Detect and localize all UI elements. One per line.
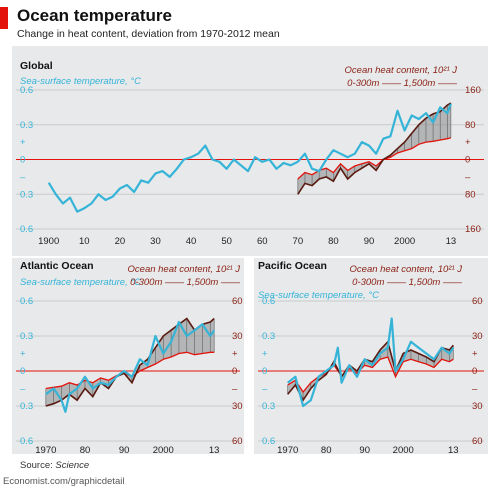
global-x-tick-label: 60 (257, 236, 268, 247)
site-credit: Economist.com/graphicdetail (3, 476, 125, 487)
pacific-ocean-right-tick-label: 60 (472, 436, 483, 447)
atlantic-ocean-sst-label: Sea-surface temperature, °C (20, 277, 141, 288)
global-right-tick-label: 0 (465, 155, 470, 166)
pacific-ocean-x-tick-label: 90 (359, 445, 370, 456)
pacific-ocean-right-tick-label: + (472, 349, 478, 360)
pacific-ocean-left-tick-label: 0.6 (262, 296, 275, 307)
atlantic-ocean-left-tick-label: 0.3 (20, 331, 33, 342)
global-ohc-band (297, 103, 451, 195)
global-x-tick-label: 30 (150, 236, 161, 247)
pacific-ocean-left-tick-label: 0.6 (262, 436, 275, 447)
pacific-ocean-x-tick-label: 13 (448, 445, 459, 456)
atlantic-ocean-right-tick-label: – (232, 384, 238, 395)
global-left-tick-label: 0.6 (20, 224, 33, 235)
pacific-ocean-right-tick-label: 30 (472, 331, 483, 342)
pacific-ocean-x-tick-label: 80 (321, 445, 332, 456)
global-x-tick-label: 40 (186, 236, 197, 247)
global-ohc-label: Ocean heat content, 10²¹ J (345, 65, 458, 76)
atlantic-ocean-right-tick-label: 0 (232, 366, 237, 377)
global-x-tick-label: 13 (446, 236, 457, 247)
pacific-ocean-right-tick-label: 30 (472, 401, 483, 412)
atlantic-ocean-left-tick-label: – (20, 384, 26, 395)
atlantic-ocean-left-tick-label: 0 (20, 366, 25, 377)
atlantic-ocean-panel-title: Atlantic Ocean (20, 260, 94, 272)
atlantic-ocean-x-tick-label: 13 (209, 445, 220, 456)
atlantic-ocean-x-tick-label: 80 (80, 445, 91, 456)
atlantic-ocean-left-tick-label: 0.3 (20, 401, 33, 412)
atlantic-ocean-ohc-label: Ocean heat content, 10²¹ J (128, 264, 241, 275)
global-left-tick-label: – (20, 172, 26, 183)
global-left-tick-label: 0.3 (20, 120, 33, 131)
global-x-tick-label: 1900 (38, 236, 59, 247)
global-x-tick-label: 10 (79, 236, 90, 247)
pacific-ocean-left-tick-label: 0 (262, 366, 267, 377)
atlantic-ocean-right-tick-label: 30 (232, 331, 243, 342)
source-name: Science (55, 460, 90, 471)
pacific-ocean-right-tick-label: – (472, 384, 478, 395)
atlantic-ocean-x-tick-label: 90 (119, 445, 130, 456)
global-ohc-0-300m-line (297, 137, 452, 180)
atlantic-ocean-right-tick-label: + (232, 349, 238, 360)
global-left-tick-label: 0 (20, 155, 25, 166)
chart-subtitle: Change in heat content, deviation from 1… (17, 28, 280, 40)
atlantic-ocean-left-tick-label: 0.6 (20, 296, 33, 307)
pacific-ocean-ohc-band (287, 341, 454, 401)
atlantic-ocean-panel-bg (12, 258, 244, 454)
global-x-tick-label: 20 (115, 236, 126, 247)
atlantic-ocean-x-tick-label: 1970 (35, 445, 56, 456)
global-right-tick-label: 160 (465, 224, 481, 235)
global-right-tick-label: 160 (465, 85, 481, 96)
global-right-tick-label: + (465, 137, 471, 148)
global-x-tick-label: 70 (293, 236, 304, 247)
global-left-tick-label: 0.6 (20, 85, 33, 96)
pacific-ocean-x-tick-label: 2000 (393, 445, 414, 456)
global-ohc-legend-text: 0-300m —— 1,500m —— (347, 78, 457, 89)
pacific-ocean-right-tick-label: 60 (472, 296, 483, 307)
pacific-ocean-left-tick-label: 0.3 (262, 331, 275, 342)
global-left-tick-label: 0.3 (20, 189, 33, 200)
global-sst-label: Sea-surface temperature, °C (20, 76, 141, 87)
global-left-tick-label: + (20, 137, 26, 148)
pacific-ocean-x-tick-label: 1970 (277, 445, 298, 456)
pacific-ocean-ohc-label: Ocean heat content, 10²¹ J (350, 264, 463, 275)
atlantic-ocean-x-tick-label: 2000 (153, 445, 174, 456)
global-x-tick-label: 80 (328, 236, 339, 247)
atlantic-ocean-left-tick-label: + (20, 349, 26, 360)
atlantic-ocean-ohc-1500m-line (45, 317, 215, 407)
pacific-ocean-left-tick-label: + (262, 349, 268, 360)
atlantic-ocean-left-tick-label: 0.6 (20, 436, 33, 447)
global-sst-line (47, 103, 452, 213)
pacific-ocean-sst-line (287, 317, 455, 408)
pacific-ocean-panel-title: Pacific Ocean (258, 260, 327, 272)
global-x-tick-label: 2000 (394, 236, 415, 247)
global-panel-bg (12, 46, 488, 256)
atlantic-ocean-right-tick-label: 60 (232, 436, 243, 447)
global-right-tick-label: 80 (465, 189, 476, 200)
source-note: Source: Science (20, 460, 89, 471)
pacific-ocean-left-tick-label: 0.3 (262, 401, 275, 412)
pacific-ocean-right-tick-label: 0 (472, 366, 477, 377)
atlantic-ocean-right-tick-label: 60 (232, 296, 243, 307)
atlantic-ocean-sst-line (45, 320, 216, 413)
atlantic-ocean-right-tick-label: 30 (232, 401, 243, 412)
pacific-ocean-sst-label: Sea-surface temperature, °C (258, 290, 379, 301)
chart-title: Ocean temperature (17, 6, 172, 25)
pacific-ocean-ohc-0-300m-line (287, 356, 454, 394)
global-x-tick-label: 90 (364, 236, 375, 247)
global-panel-title: Global (20, 60, 53, 72)
pacific-ocean-ohc-legend-text: 0-300m —— 1,500m —— (352, 277, 462, 288)
global-right-tick-label: 80 (465, 120, 476, 131)
global-x-tick-label: 50 (221, 236, 232, 247)
atlantic-ocean-ohc-legend-text: 0-300m —— 1,500m —— (130, 277, 240, 288)
source-prefix: Source: (20, 460, 56, 471)
global-right-tick-label: – (465, 172, 471, 183)
accent-bar (0, 7, 8, 29)
pacific-ocean-left-tick-label: – (262, 384, 268, 395)
